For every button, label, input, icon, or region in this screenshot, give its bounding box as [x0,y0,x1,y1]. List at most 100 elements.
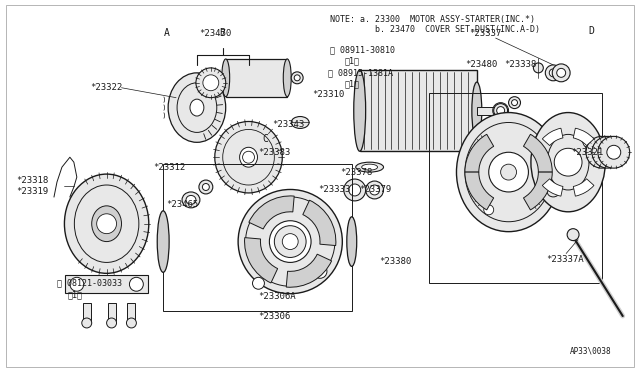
Circle shape [203,75,219,91]
Ellipse shape [365,181,383,199]
Text: *23322: *23322 [90,83,122,92]
Text: *23470: *23470 [199,29,231,38]
Ellipse shape [186,195,196,204]
Ellipse shape [456,113,561,232]
Ellipse shape [601,145,615,159]
Circle shape [275,226,306,257]
Circle shape [489,152,529,192]
Bar [477,107,495,115]
Bar [226,59,287,97]
Ellipse shape [157,211,169,272]
Ellipse shape [127,318,136,328]
Ellipse shape [344,179,365,201]
Circle shape [243,151,255,163]
Text: *23379: *23379 [360,186,392,195]
Text: B: B [219,28,225,38]
Ellipse shape [511,100,518,106]
Text: *23318: *23318 [16,176,49,185]
Circle shape [70,277,84,291]
Text: *23383: *23383 [259,148,291,157]
Text: （1）: （1） [345,79,360,88]
Ellipse shape [586,137,618,168]
Circle shape [282,234,298,250]
Text: Ⓑ 08121-03033: Ⓑ 08121-03033 [57,279,122,288]
Ellipse shape [595,145,609,159]
Text: *23337: *23337 [469,29,501,38]
Text: （1）: （1） [68,291,83,300]
Bar [360,70,477,151]
Ellipse shape [497,107,504,115]
Ellipse shape [168,73,226,142]
Text: （1）: （1） [345,57,360,65]
Text: b. 23470  COVER SET-DUST(INC.A-D): b. 23470 COVER SET-DUST(INC.A-D) [330,25,540,34]
Wedge shape [249,196,294,229]
Bar [429,93,602,283]
Ellipse shape [199,180,213,194]
Ellipse shape [96,211,118,237]
Ellipse shape [472,82,482,139]
Ellipse shape [349,184,361,196]
Ellipse shape [356,162,383,172]
Wedge shape [286,254,332,287]
Wedge shape [303,200,336,246]
Text: Ⓝ 08911-30810: Ⓝ 08911-30810 [330,45,395,55]
Circle shape [129,277,143,291]
Ellipse shape [547,187,559,197]
Ellipse shape [291,116,309,128]
Ellipse shape [592,137,624,168]
Ellipse shape [531,113,605,212]
Text: *23465: *23465 [166,201,198,209]
Ellipse shape [509,97,520,109]
Ellipse shape [533,63,543,73]
Ellipse shape [65,174,148,273]
Circle shape [253,277,264,289]
Text: *23319: *23319 [16,187,49,196]
Text: *23306: *23306 [259,311,291,321]
Ellipse shape [82,318,92,328]
Ellipse shape [607,145,621,159]
Ellipse shape [508,115,522,122]
Ellipse shape [362,164,378,170]
Ellipse shape [291,72,303,84]
Circle shape [317,268,323,274]
Ellipse shape [493,104,508,118]
Ellipse shape [549,69,557,77]
Wedge shape [573,128,594,145]
Ellipse shape [354,70,365,151]
Text: *23338: *23338 [504,60,537,70]
Ellipse shape [598,137,630,168]
Wedge shape [542,128,563,145]
Circle shape [583,137,593,147]
Wedge shape [244,238,278,283]
Bar [163,164,352,311]
Ellipse shape [545,65,561,81]
Text: AP33\0038: AP33\0038 [570,346,612,355]
Ellipse shape [107,318,116,328]
Text: *23480: *23480 [465,60,497,70]
Text: *23312: *23312 [153,163,186,171]
Circle shape [554,148,582,176]
Text: Ⓦ 08915-1381A: Ⓦ 08915-1381A [328,68,393,77]
Ellipse shape [347,217,356,266]
Text: *23343: *23343 [273,120,305,129]
Text: *23310: *23310 [312,90,344,99]
Circle shape [484,205,493,215]
Text: *23321: *23321 [571,148,604,157]
Wedge shape [542,179,563,196]
Wedge shape [573,179,594,196]
Ellipse shape [284,59,291,97]
Ellipse shape [557,68,566,77]
Ellipse shape [239,147,257,167]
Ellipse shape [190,99,204,116]
Bar [127,303,136,323]
Ellipse shape [221,59,230,97]
Wedge shape [524,134,552,172]
Circle shape [567,229,579,241]
Ellipse shape [370,185,380,195]
Text: *23333: *23333 [318,186,350,195]
Ellipse shape [215,122,282,193]
Text: D: D [588,26,594,36]
Ellipse shape [196,68,226,98]
Circle shape [532,137,544,148]
Text: *23380: *23380 [380,257,412,266]
